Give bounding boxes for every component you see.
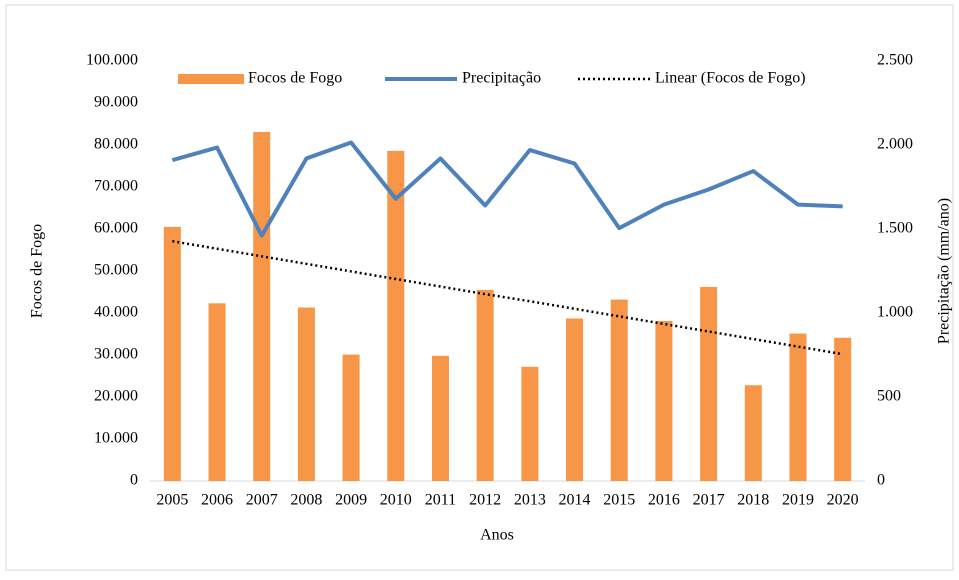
y-tick-label: 10.000 bbox=[94, 430, 138, 447]
y2-tick-label: 2.000 bbox=[877, 136, 913, 153]
x-tick-label: 2008 bbox=[290, 492, 322, 509]
x-tick-label: 2020 bbox=[827, 492, 859, 509]
y-tick-label: 40.000 bbox=[94, 304, 138, 321]
bar bbox=[834, 337, 852, 481]
bar bbox=[610, 299, 628, 481]
bar bbox=[431, 355, 449, 481]
y2-tick-label: 0 bbox=[877, 472, 885, 489]
y2-tick-label: 2.500 bbox=[877, 52, 913, 69]
x-tick-label: 2017 bbox=[693, 492, 725, 509]
y-tick-label: 20.000 bbox=[94, 388, 138, 405]
bar bbox=[387, 150, 405, 481]
legend-label: Focos de Fogo bbox=[248, 70, 342, 87]
chart-frame bbox=[5, 4, 954, 571]
x-tick-label: 2009 bbox=[335, 492, 367, 509]
line bbox=[171, 140, 843, 238]
y2-tick-label: 1.500 bbox=[877, 220, 913, 237]
bar bbox=[253, 131, 271, 482]
bar bbox=[163, 226, 181, 481]
y-tick-label: 70.000 bbox=[94, 178, 138, 195]
x-tick-label: 2015 bbox=[603, 492, 635, 509]
bar bbox=[297, 307, 315, 481]
y-tick-label: 60.000 bbox=[94, 220, 138, 237]
bar bbox=[789, 333, 807, 481]
x-tick-label: 2014 bbox=[559, 492, 591, 509]
bar bbox=[566, 318, 584, 481]
y-tick-label: 100.000 bbox=[86, 52, 138, 69]
y2-tick-label: 500 bbox=[877, 388, 901, 405]
legend-label: Linear (Focos de Fogo) bbox=[655, 70, 806, 87]
y-tick-label: 30.000 bbox=[94, 346, 138, 363]
legend-swatch bbox=[178, 74, 244, 84]
y2-axis-label: Precipitação (mm/ano) bbox=[936, 198, 953, 344]
bar bbox=[208, 303, 226, 481]
x-tick-label: 2005 bbox=[156, 492, 188, 509]
y-tick-label: 0 bbox=[130, 472, 138, 489]
bar bbox=[744, 385, 762, 481]
y-tick-label: 90.000 bbox=[94, 94, 138, 111]
x-tick-label: 2019 bbox=[782, 492, 814, 509]
x-tick-label: 2016 bbox=[648, 492, 680, 509]
bar bbox=[655, 320, 673, 481]
bar bbox=[700, 286, 718, 481]
y2-tick-label: 1.000 bbox=[877, 304, 913, 321]
x-tick-label: 2013 bbox=[514, 492, 546, 509]
x-tick-label: 2010 bbox=[380, 492, 412, 509]
legend-label: Precipitação bbox=[462, 70, 541, 87]
x-axis-label: Anos bbox=[480, 527, 514, 544]
x-tick-label: 2018 bbox=[737, 492, 769, 509]
y-tick-label: 80.000 bbox=[94, 136, 138, 153]
y-tick-label: 50.000 bbox=[94, 262, 138, 279]
x-tick-label: 2011 bbox=[425, 492, 456, 509]
x-tick-label: 2006 bbox=[201, 492, 233, 509]
bar bbox=[342, 354, 360, 481]
x-tick-label: 2012 bbox=[469, 492, 501, 509]
bar bbox=[476, 289, 494, 481]
bar bbox=[521, 366, 539, 481]
x-tick-label: 2007 bbox=[246, 492, 278, 509]
trend-line bbox=[172, 239, 843, 356]
y-axis-label: Focos de Fogo bbox=[29, 224, 46, 318]
